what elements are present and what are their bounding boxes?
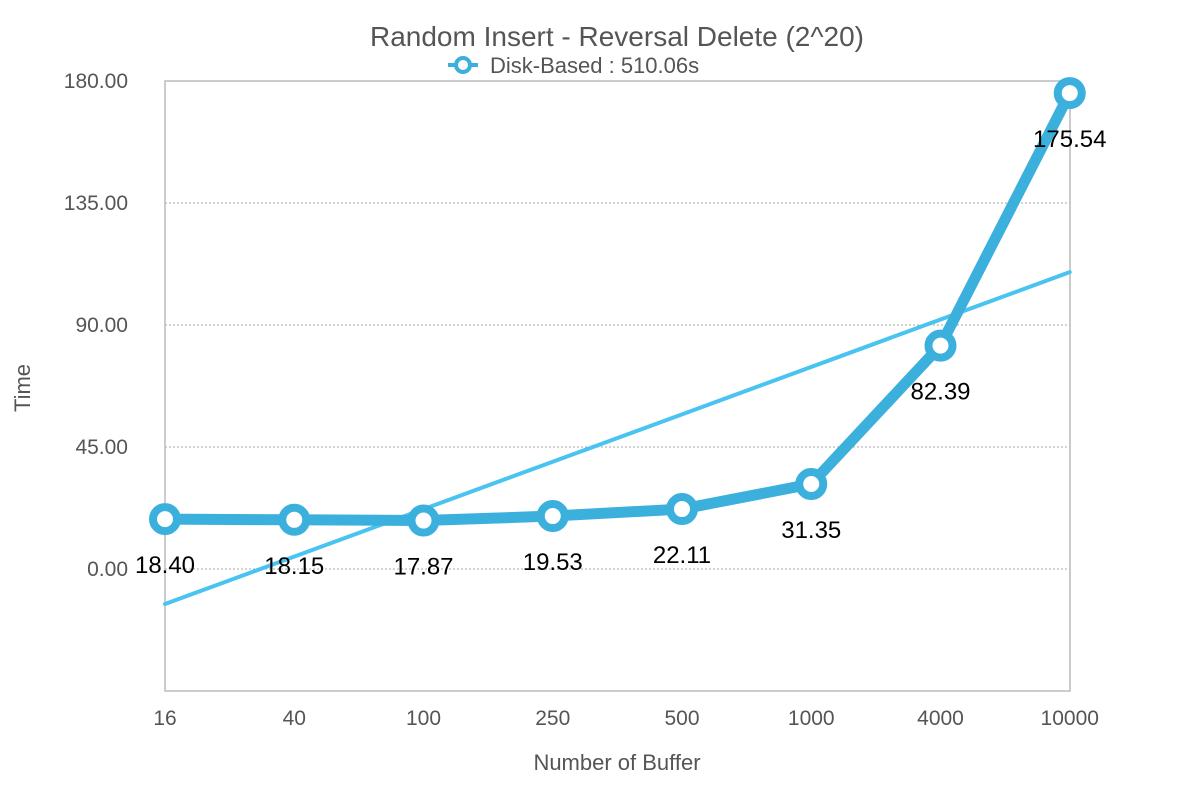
y-tick-label: 0.00 (87, 558, 128, 581)
legend: Disk-Based : 510.06s (448, 53, 699, 78)
x-axis-ticks: 16 40 100 250 500 1000 4000 10000 (153, 707, 1099, 730)
x-tick-label: 40 (283, 707, 306, 730)
plot-area-border (164, 80, 1071, 692)
x-tick-label: 100 (406, 707, 441, 730)
data-point (795, 468, 828, 501)
grid-lines (165, 202, 1070, 570)
x-tick-label: 1000 (788, 707, 835, 730)
data-point (536, 500, 569, 533)
trendline (163, 270, 1072, 606)
series-line-disk-based (159, 87, 1076, 527)
y-tick-label: 90.00 (75, 314, 128, 337)
y-axis-title: Time (10, 364, 35, 412)
chart-title: Random Insert - Reversal Delete (2^20) (370, 21, 864, 52)
y-tick-label: 180.00 (64, 70, 128, 93)
y-tick-label: 135.00 (64, 192, 128, 215)
x-tick-label: 16 (153, 707, 176, 730)
legend-label: Disk-Based : 510.06s (490, 53, 699, 78)
data-label: 31.35 (781, 517, 841, 544)
data-label: 18.15 (264, 553, 324, 580)
data-label: 175.54 (1033, 126, 1106, 153)
data-label: 17.87 (393, 554, 453, 581)
x-tick-label: 250 (535, 707, 570, 730)
y-tick-label: 45.00 (75, 436, 128, 459)
data-label: 82.39 (910, 379, 970, 406)
data-point (278, 503, 311, 536)
data-point (666, 493, 698, 526)
data-label: 18.40 (135, 552, 195, 579)
x-axis-title: Number of Buffer (533, 750, 700, 775)
data-point (1053, 77, 1086, 110)
legend-marker-swatch (454, 56, 472, 74)
data-labels: 18.40 18.15 17.87 19.53 22.11 31.35 82.39 175.5… (135, 126, 1106, 580)
data-point (924, 329, 957, 362)
data-label: 22.11 (653, 542, 711, 569)
data-point (149, 503, 181, 536)
data-points (149, 77, 1086, 537)
x-tick-label: 4000 (917, 707, 964, 730)
data-label: 19.53 (523, 549, 583, 576)
y-axis-ticks: 0.00 45.00 90.00 135.00 180.00 (64, 70, 128, 581)
data-point (407, 504, 440, 537)
x-tick-label: 500 (664, 707, 699, 730)
x-tick-label: 10000 (1041, 707, 1099, 730)
